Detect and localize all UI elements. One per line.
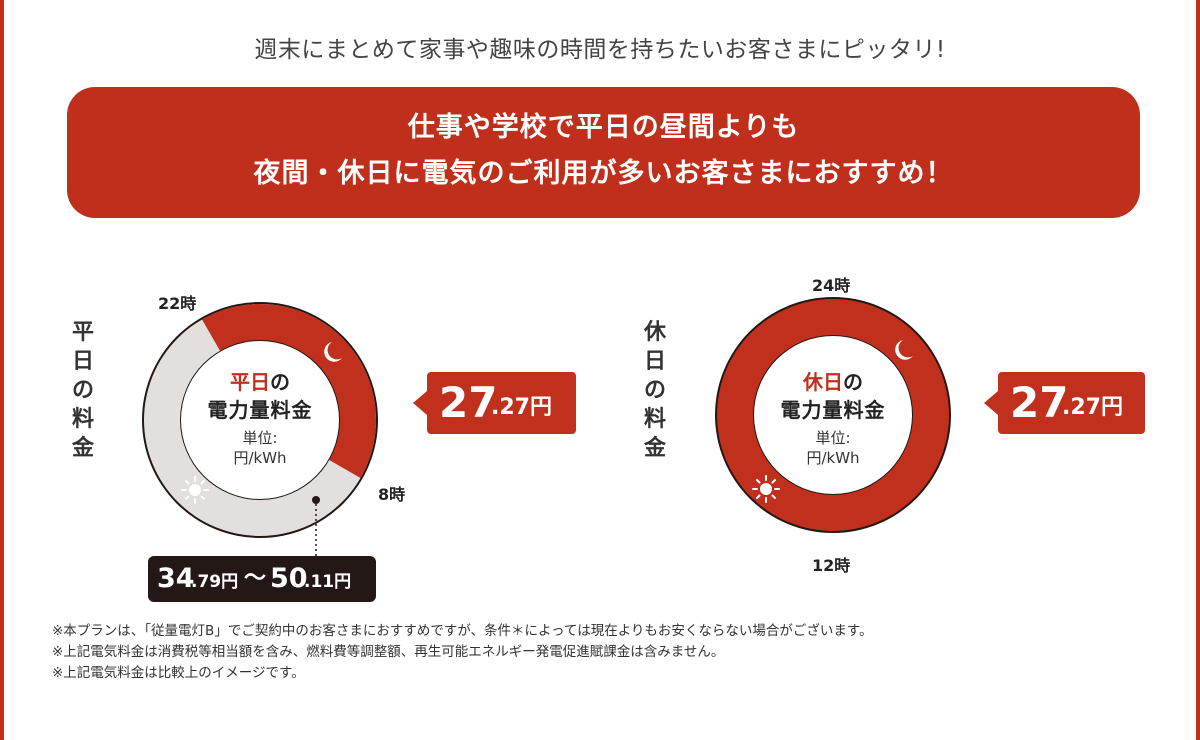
moon-icon: [324, 342, 342, 362]
recommendation-banner: 仕事や学校で平日の昼間よりも 夜間・休日に電気のご利用が多いお客さまにおすすめ！: [67, 87, 1140, 218]
weekday-night-price-int: 27: [439, 378, 498, 427]
day-price-low-dec: .79円: [191, 572, 239, 592]
holiday-center-title: 電力量料金: [780, 398, 886, 422]
holiday-price-int: 27: [1010, 378, 1069, 427]
holiday-time-12: 12時: [812, 556, 851, 575]
moon-icon: [895, 340, 913, 360]
holiday-price-badge: 27 .27円: [984, 372, 1145, 434]
day-price-low-int: 34: [157, 563, 195, 594]
left-border: [0, 0, 4, 740]
holiday-center-accent: 休日: [803, 370, 843, 394]
holiday-center-disc: [754, 336, 912, 494]
weekday-unit-label: 単位:: [242, 429, 278, 447]
footnote-3: ※上記電気料金は比較上のイメージです。: [52, 665, 305, 681]
weekday-center-title: 電力量料金: [207, 398, 313, 422]
sun-icon: [752, 475, 780, 503]
weekday-unit-value: 円/kWh: [233, 449, 287, 467]
footnote-1: ※本プランは、「従量電灯B」でご契約中のお客さまにおすすめですが、条件＊によって…: [52, 623, 873, 639]
weekday-time-22: 22時: [158, 294, 197, 313]
weekday-time-8: 8時: [378, 485, 406, 504]
day-price-high-int: 50: [270, 563, 308, 594]
weekday-donut-chart: [142, 302, 378, 538]
holiday-unit-label: 単位:: [815, 429, 851, 447]
holiday-unit-value: 円/kWh: [806, 449, 860, 467]
holiday-price-label: 休 日 の 料 金: [643, 320, 666, 461]
banner-line-1: 仕事や学校で平日の昼間よりも: [407, 112, 800, 143]
weekday-center-accent: 平日: [230, 370, 270, 394]
sun-icon: [181, 476, 209, 504]
weekday-night-price-dec: .27円: [491, 395, 552, 420]
day-price-sep: 〜: [244, 566, 267, 591]
weekday-price-label: 平 日 の 料 金: [71, 320, 94, 461]
holiday-price-dec: .27円: [1062, 395, 1123, 420]
right-border: [1196, 0, 1200, 740]
holiday-time-24: 24時: [812, 276, 851, 295]
holiday-donut-chart: [715, 297, 951, 533]
weekday-center-no: の: [270, 370, 290, 394]
weekday-center-text: 平日の 電力量料金 単位: 円/kWh: [160, 368, 360, 468]
weekday-night-price-badge: 27 .27円: [413, 372, 576, 434]
holiday-center-text: 休日の 電力量料金 単位: 円/kWh: [733, 368, 933, 468]
holiday-center-no: の: [843, 370, 863, 394]
footnotes: ※本プランは、「従量電灯B」でご契約中のお客さまにおすすめですが、条件＊によって…: [52, 621, 873, 684]
day-price-high-dec: .11円: [304, 572, 352, 592]
weekday-day-price-range: 34 .79円 〜 50 .11円: [148, 556, 376, 602]
weekday-center-disc: [181, 341, 339, 499]
footnote-2: ※上記電気料金は消費税等相当額を含み、燃料費等調整額、再生可能エネルギー発電促進…: [52, 644, 725, 660]
weekday-day-price-leader: [312, 496, 320, 558]
banner-line-2: 夜間・休日に電気のご利用が多いお客さまにおすすめ！: [253, 158, 954, 189]
tagline: 週末にまとめて家事や趣味の時間を持ちたいお客さまにピッタリ!: [254, 37, 946, 63]
